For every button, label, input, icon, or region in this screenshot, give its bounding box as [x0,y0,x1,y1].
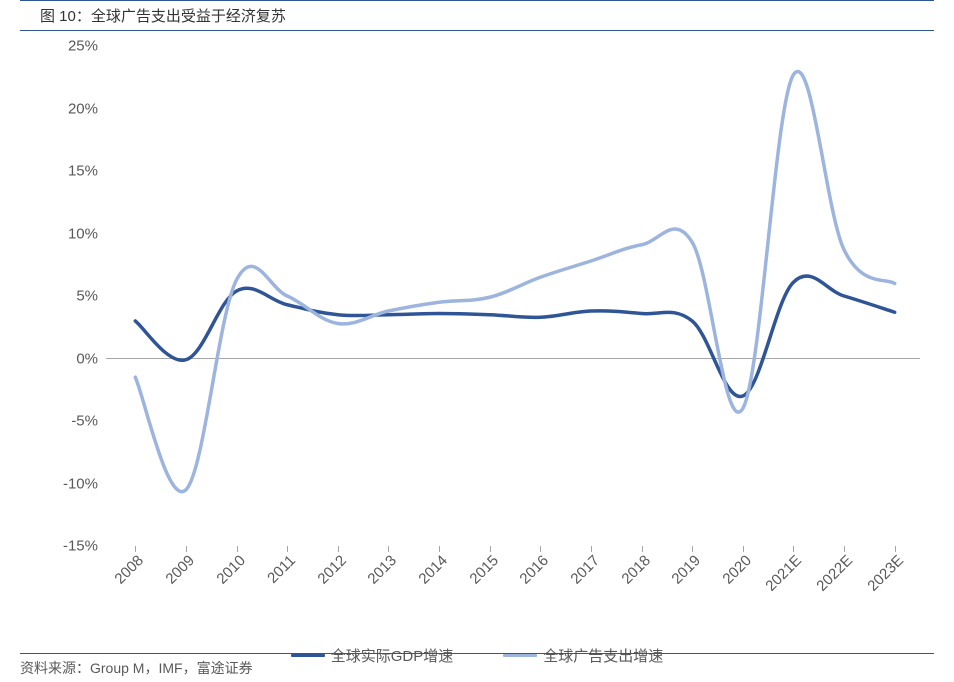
y-tick-label: 15% [68,163,98,180]
x-tick-label: 2014 [415,552,451,588]
line-series-svg [110,46,920,546]
y-tick-label: -10% [63,475,98,492]
x-tick-mark [135,546,136,552]
x-tick-label: 2008 [112,552,148,588]
title-bar: 图 10：全球广告支出受益于经济复苏 [20,0,934,31]
y-axis: -15%-10%-5%0%5%10%15%20%25% [40,46,106,546]
x-tick-mark [692,546,693,552]
plot-wrap: -15%-10%-5%0%5%10%15%20%25% 200820092010… [40,46,930,596]
y-tick-label: 10% [68,225,98,242]
plot-area [110,46,920,546]
x-tick-label: 2010 [213,552,249,588]
x-tick-label: 2022E [813,552,856,595]
x-tick-mark [540,546,541,552]
x-tick-mark [439,546,440,552]
y-tick-label: 0% [76,350,98,367]
x-tick-label: 2011 [264,552,299,587]
x-tick-mark [287,546,288,552]
y-tick-label: 20% [68,100,98,117]
x-tick-label: 2023E [864,552,907,595]
x-tick-label: 2009 [162,552,198,588]
x-tick-label: 2019 [669,552,705,588]
chart-title: 图 10：全球广告支出受益于经济复苏 [40,8,286,25]
x-tick-label: 2016 [517,552,553,588]
x-tick-label: 2013 [365,552,401,588]
x-tick-mark [388,546,389,552]
x-tick-mark [793,546,794,552]
source-bar: 资料来源：Group M，IMF，富途证券 [20,653,934,682]
x-tick-mark [844,546,845,552]
y-tick-label: 5% [76,288,98,305]
x-axis: 2008 2009 2010 2011 2012 2013 2014 2015 2016 2017… [110,546,920,606]
x-tick-label: 2021E [763,552,806,595]
y-tick-label: -5% [71,413,98,430]
series-line-1 [135,71,894,491]
series-line-0 [135,276,894,396]
x-tick-label: 2018 [618,552,654,588]
x-tick-label: 2012 [314,552,350,588]
y-tick-label: -15% [63,538,98,555]
source-text: 资料来源：Group M，IMF，富途证券 [20,660,253,676]
y-tick-label: 25% [68,38,98,55]
x-tick-label: 2015 [466,552,502,588]
x-tick-label: 2020 [719,552,755,588]
x-tick-label: 2017 [567,552,603,588]
figure-container: 图 10：全球广告支出受益于经济复苏 -15% -10% -5% 0% 5% 10% 15%… [0,0,954,682]
